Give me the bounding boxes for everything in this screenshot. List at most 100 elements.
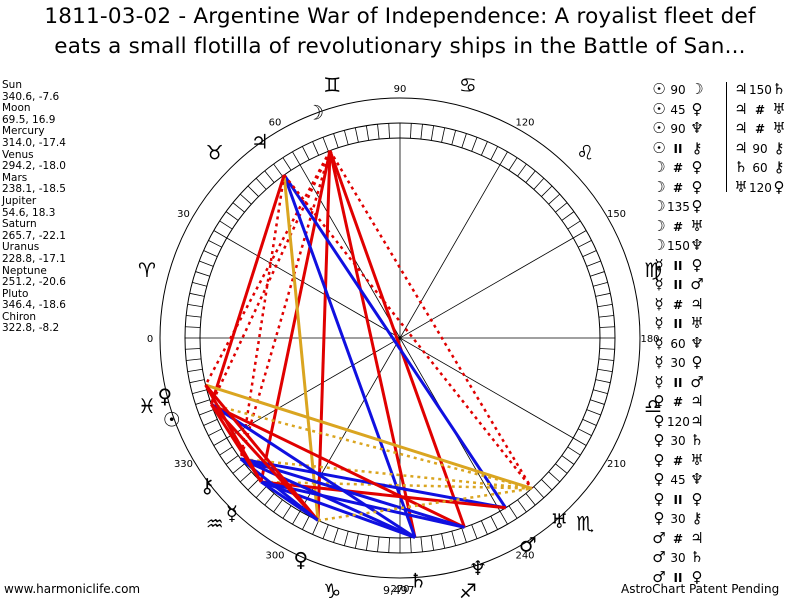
- aspect-planet-b-glyph: ⚷: [691, 138, 703, 157]
- degree-tick: [187, 303, 203, 308]
- aspect-row: ♀ 120♃: [651, 412, 705, 432]
- aspect-planet-b-glyph: ♆: [690, 236, 704, 254]
- aspect-row: ☽135 ♀: [651, 197, 705, 217]
- degree-tick: [219, 220, 233, 230]
- zodiac-sign-glyph: ♈: [138, 258, 156, 282]
- footer-patent-note: AstroChart Patent Pending: [621, 582, 780, 596]
- chart-title: 1811-03-02 - Argentine War of Independen…: [0, 2, 800, 62]
- aspect-code: #: [754, 102, 766, 117]
- aspect-planet-b-glyph: ♃: [690, 392, 704, 410]
- aspect-planet-b-glyph: ♅: [772, 99, 786, 118]
- aspect-planet-b-glyph: ♆: [690, 470, 704, 488]
- degree-tick: [420, 536, 423, 552]
- title-line-2: eats a small flotilla of revolutionary s…: [54, 34, 746, 59]
- aspect-code: 90: [670, 83, 686, 97]
- degree-tick: [239, 193, 252, 205]
- aspect-row: ☉ 90 ☽: [651, 80, 705, 100]
- aspect-code: #: [672, 395, 684, 409]
- planet-name-saturn: Saturn: [2, 218, 37, 231]
- aspect-row: ☽ # ♀: [651, 178, 705, 198]
- degree-tick: [312, 141, 320, 156]
- degree-tick: [517, 499, 527, 513]
- aspect-row: ☿ II ♀: [651, 256, 705, 276]
- planet-glyph-sun: ☉: [163, 407, 181, 431]
- aspect-row: ☽ # ♀: [651, 158, 705, 178]
- aspect-planet-a-glyph: ♀: [653, 509, 665, 527]
- aspect-row: ♀ 30 ♄: [651, 431, 705, 451]
- aspect-list-right: ♃150♄ ♃ # ♅ ♃ # ♅ ♃ 90 ⚷ ♄ 60 ⚷ ♅120 ♀: [733, 80, 787, 197]
- planet-position-pluto: 346.4, -18.6: [2, 299, 66, 312]
- degree-tick: [232, 463, 245, 474]
- aspect-planet-b-glyph: ♀: [691, 99, 703, 118]
- degree-tick: [410, 123, 412, 139]
- aspect-row: ♂ 30 ♄: [651, 548, 705, 568]
- aspect-code: 60: [670, 336, 686, 351]
- aspect-code: 90: [752, 141, 768, 156]
- aspect-row: ♀ 45 ♆: [651, 470, 705, 490]
- aspect-planet-b-glyph: ♃: [690, 528, 704, 547]
- planet-name-jupiter: Jupiter: [2, 194, 37, 207]
- zodiac-sign-glyph: ♊: [323, 73, 341, 97]
- degree-tick: [365, 125, 370, 141]
- aspect-planet-b-glyph: ⚷: [773, 138, 785, 157]
- degree-tick: [525, 493, 536, 506]
- planet-position-sun: 340.6, -7.6: [2, 90, 60, 103]
- planet-name-mars: Mars: [2, 171, 28, 184]
- aspect-row: ☿ 30 ♀: [651, 353, 705, 373]
- aspect-planet-b-glyph: ♀: [691, 255, 703, 274]
- degree-tick: [471, 137, 478, 152]
- degree-tick: [333, 528, 339, 543]
- degree-label: 90: [394, 84, 407, 95]
- degree-tick: [420, 124, 423, 140]
- aspect-line: [328, 150, 533, 490]
- zodiac-sign-glyph: ♋: [459, 73, 477, 97]
- aspect-row: ☉ 90 ♆: [651, 119, 705, 139]
- planet-position-jupiter: 54.6, 18.3: [2, 206, 56, 219]
- planet-position-uranus: 228.8, -17.1: [2, 252, 66, 265]
- degree-tick: [541, 479, 553, 491]
- aspect-code: 90: [670, 122, 686, 136]
- aspect-line: [260, 480, 416, 539]
- degree-tick: [208, 240, 222, 248]
- planet-position-chiron: 322.8, -8.2: [2, 322, 60, 335]
- aspect-planet-a-glyph: ♂: [652, 567, 666, 586]
- planet-position-neptune: 251.2, -20.6: [2, 276, 66, 289]
- degree-tick: [541, 185, 553, 197]
- aspect-planet-a-glyph: ♀: [653, 392, 665, 410]
- degree-label: 0: [147, 334, 153, 345]
- aspect-planet-b-glyph: ☽: [690, 80, 704, 98]
- aspect-planet-a-glyph: ♃: [734, 99, 748, 118]
- degree-tick: [586, 260, 601, 267]
- degree-tick: [343, 130, 349, 145]
- aspect-row: ☿ II ♅: [651, 314, 705, 334]
- aspect-planet-a-glyph: ♀: [653, 411, 665, 430]
- aspect-planet-b-glyph: ♀: [691, 197, 703, 215]
- degree-label: 240: [515, 551, 534, 562]
- aspect-planet-a-glyph: ♀: [653, 470, 665, 488]
- degree-tick: [471, 524, 478, 539]
- degree-tick: [213, 230, 227, 239]
- zodiac-sign-glyph: ♍: [644, 258, 662, 282]
- planet-glyph-saturn: ♄: [409, 568, 427, 592]
- aspect-row: ♃150♄: [733, 80, 787, 100]
- zodiac-sign-glyph: ♑: [323, 579, 341, 600]
- degree-tick: [480, 520, 488, 535]
- degree-tick: [213, 437, 227, 446]
- footer-website[interactable]: www.harmoniclife.com: [4, 582, 141, 596]
- aspect-row: ☉ 45 ♀: [651, 100, 705, 120]
- aspect-planet-b-glyph: ♅: [772, 119, 786, 137]
- aspect-code: II: [673, 570, 683, 585]
- aspect-code: 150: [667, 239, 690, 253]
- degree-tick: [292, 151, 301, 165]
- aspect-row: ☿ # ♃: [651, 295, 705, 315]
- planet-name-uranus: Uranus: [2, 241, 40, 254]
- zodiac-sign-glyph: ♏: [576, 511, 594, 535]
- aspect-code: II: [673, 492, 683, 507]
- degree-tick: [322, 524, 329, 539]
- degree-tick: [354, 533, 359, 549]
- degree-tick: [322, 137, 329, 152]
- planet-name-neptune: Neptune: [2, 264, 47, 277]
- aspect-row: ♀ # ♃: [651, 392, 705, 412]
- planet-glyph-moon: ☽: [306, 100, 324, 124]
- degree-tick: [195, 271, 210, 277]
